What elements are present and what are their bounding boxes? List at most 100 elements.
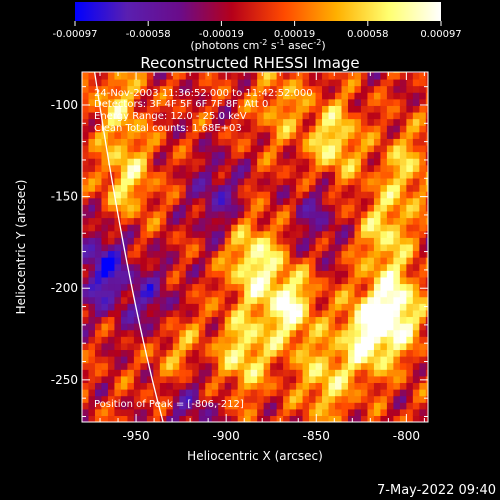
heatmap-cell xyxy=(335,105,343,113)
heatmap-cell xyxy=(211,144,219,153)
x-tick-label: -950 xyxy=(122,429,149,443)
heatmap-cell xyxy=(328,230,336,238)
heatmap-cell xyxy=(250,283,258,291)
heatmap-cell xyxy=(322,316,330,324)
heatmap-cell xyxy=(341,177,349,186)
heatmap-cell xyxy=(94,105,103,113)
heatmap-cell xyxy=(328,237,336,245)
heatmap-cell xyxy=(107,356,116,364)
heatmap-cell xyxy=(367,362,375,370)
heatmap-cell xyxy=(107,270,116,278)
heatmap-cell xyxy=(322,197,330,205)
heatmap-cell xyxy=(101,158,109,166)
heatmap-cell xyxy=(114,85,122,93)
heatmap-cell xyxy=(101,296,109,304)
heatmap-cell xyxy=(315,415,323,422)
heatmap-cell xyxy=(114,92,122,100)
heatmap-cell xyxy=(82,85,90,93)
heatmap-cell xyxy=(172,217,180,225)
heatmap-cell xyxy=(406,263,414,271)
heatmap-cell xyxy=(140,263,148,271)
heatmap-cell xyxy=(302,303,310,311)
heatmap-cell xyxy=(224,151,232,159)
heatmap-cell xyxy=(205,158,213,166)
heatmap-cell xyxy=(159,290,167,298)
heatmap-cell xyxy=(289,415,297,422)
heatmap-cell xyxy=(322,217,330,225)
heatmap-cell xyxy=(419,257,427,265)
heatmap-cell xyxy=(270,111,278,120)
heatmap-cell xyxy=(354,204,362,212)
heatmap-cell xyxy=(185,395,193,403)
heatmap-cell xyxy=(211,263,219,271)
heatmap-cell xyxy=(347,382,356,390)
heatmap-cell xyxy=(373,369,382,377)
heatmap-cell xyxy=(386,356,394,364)
heatmap-cell xyxy=(354,230,362,238)
heatmap-cell xyxy=(257,184,265,192)
heatmap-cell xyxy=(425,323,428,331)
heatmap-cell xyxy=(393,118,401,126)
heatmap-cell xyxy=(88,144,96,153)
heatmap-cell xyxy=(250,98,258,106)
heatmap-cell xyxy=(133,85,141,93)
heatmap-cell xyxy=(425,369,428,377)
heatmap-cell xyxy=(198,237,206,245)
heatmap-cell xyxy=(179,111,187,120)
heatmap-cell xyxy=(133,389,141,397)
heatmap-cell xyxy=(419,296,427,304)
heatmap-cell xyxy=(140,408,148,417)
heatmap-cell xyxy=(88,415,96,422)
heatmap-cell xyxy=(335,98,343,106)
heatmap-cell xyxy=(315,164,323,172)
heatmap-cell xyxy=(367,290,375,298)
heatmap-cell xyxy=(211,151,219,159)
annotation-energy: Energy Range: 12.0 - 25.0 keV xyxy=(94,111,247,122)
heatmap-cell xyxy=(283,342,291,351)
heatmap-cell xyxy=(120,204,129,212)
heatmap-cell xyxy=(211,329,219,337)
heatmap-cell xyxy=(146,270,154,278)
heatmap-cell xyxy=(218,98,226,106)
heatmap-cell xyxy=(198,382,206,390)
heatmap-cell xyxy=(425,72,428,80)
heatmap-cell xyxy=(250,237,258,245)
heatmap-cell xyxy=(322,290,330,298)
heatmap-cell xyxy=(140,138,148,146)
heatmap-cell xyxy=(386,276,394,285)
heatmap-cell xyxy=(237,184,245,192)
heatmap-cell xyxy=(399,309,407,318)
heatmap-cell xyxy=(88,303,96,311)
heatmap-cell xyxy=(146,78,154,87)
heatmap-cell xyxy=(257,72,265,80)
heatmap-cell xyxy=(380,217,388,225)
heatmap-cell xyxy=(211,395,219,403)
heatmap-cell xyxy=(328,303,336,311)
heatmap-cell xyxy=(133,217,141,225)
heatmap-cell xyxy=(107,191,116,199)
heatmap-cell xyxy=(412,316,420,324)
heatmap-cell xyxy=(386,375,394,384)
heatmap-cell xyxy=(315,151,323,159)
heatmap-cell xyxy=(237,204,245,212)
heatmap-cell xyxy=(406,395,414,403)
heatmap-cell xyxy=(172,296,180,304)
heatmap-cell xyxy=(276,356,284,364)
heatmap-cell xyxy=(302,85,310,93)
heatmap-cell xyxy=(159,250,167,258)
heatmap-cell xyxy=(393,349,401,357)
heatmap-cell xyxy=(263,92,271,100)
heatmap-cell xyxy=(335,356,343,364)
heatmap-cell xyxy=(146,197,154,205)
heatmap-cell xyxy=(88,276,96,285)
heatmap-cell xyxy=(341,191,349,199)
heatmap-cell xyxy=(101,177,109,186)
heatmap-cell xyxy=(133,204,141,212)
heatmap-cell xyxy=(153,270,161,278)
heatmap-cell xyxy=(263,402,271,410)
heatmap-cell xyxy=(127,375,135,384)
heatmap-cell xyxy=(347,349,356,357)
heatmap-cell xyxy=(120,382,129,390)
heatmap-cell xyxy=(140,402,148,410)
heatmap-cell xyxy=(354,197,362,205)
